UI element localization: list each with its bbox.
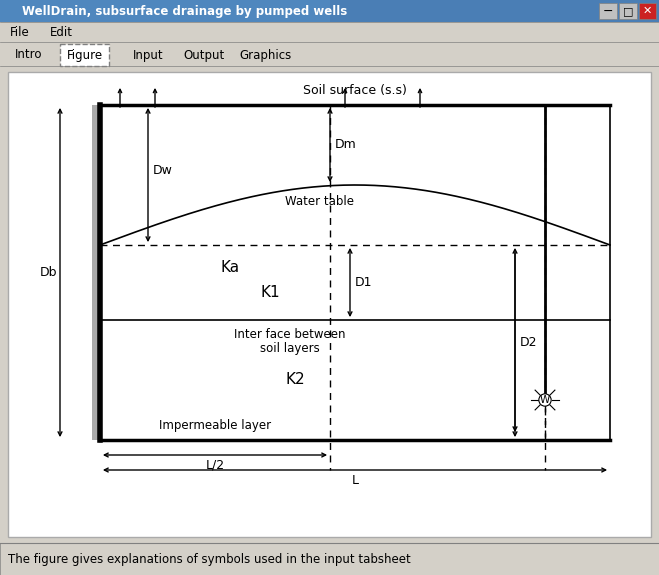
Bar (0, 0, 659, 22)
Bar (619, 3, 637, 19)
Bar (0, 42, 659, 66)
Text: D2: D2 (520, 336, 538, 349)
Text: Edit: Edit (50, 25, 73, 39)
Bar (639, 3, 656, 19)
Text: Inter face between: Inter face between (234, 328, 346, 341)
Text: The figure gives explanations of symbols used in the input tabsheet: The figure gives explanations of symbols… (8, 553, 411, 565)
Text: Input: Input (133, 48, 163, 62)
Text: WellDrain, subsurface drainage by pumped wells: WellDrain, subsurface drainage by pumped… (22, 5, 347, 17)
Text: Dw: Dw (153, 163, 173, 177)
Text: Output: Output (183, 48, 224, 62)
Bar (0, 543, 659, 575)
Text: K1: K1 (260, 285, 280, 300)
Bar (0, 22, 659, 42)
Text: File: File (10, 25, 30, 39)
Text: ✕: ✕ (643, 6, 652, 16)
Text: Ka: Ka (221, 260, 240, 275)
Text: −: − (603, 5, 614, 17)
Bar (8, 72, 651, 537)
Text: Soil surface (s.s): Soil surface (s.s) (303, 84, 407, 97)
Bar (599, 3, 617, 19)
Text: soil layers: soil layers (260, 342, 320, 355)
Text: K2: K2 (285, 373, 305, 388)
Text: L: L (351, 474, 358, 487)
Text: W: W (540, 395, 550, 405)
Bar (92, 105, 100, 440)
Text: Graphics: Graphics (239, 48, 291, 62)
Text: Intro: Intro (15, 48, 42, 62)
Bar (60, 44, 109, 66)
Text: D1: D1 (355, 276, 372, 289)
Text: Impermeable layer: Impermeable layer (159, 419, 271, 432)
Text: Water table: Water table (285, 195, 354, 208)
Text: Db: Db (40, 266, 57, 279)
Bar (0, 0, 330, 22)
Text: Figure: Figure (67, 48, 103, 62)
Text: Dm: Dm (335, 139, 357, 151)
Text: L/2: L/2 (206, 459, 225, 472)
Text: □: □ (623, 6, 633, 16)
